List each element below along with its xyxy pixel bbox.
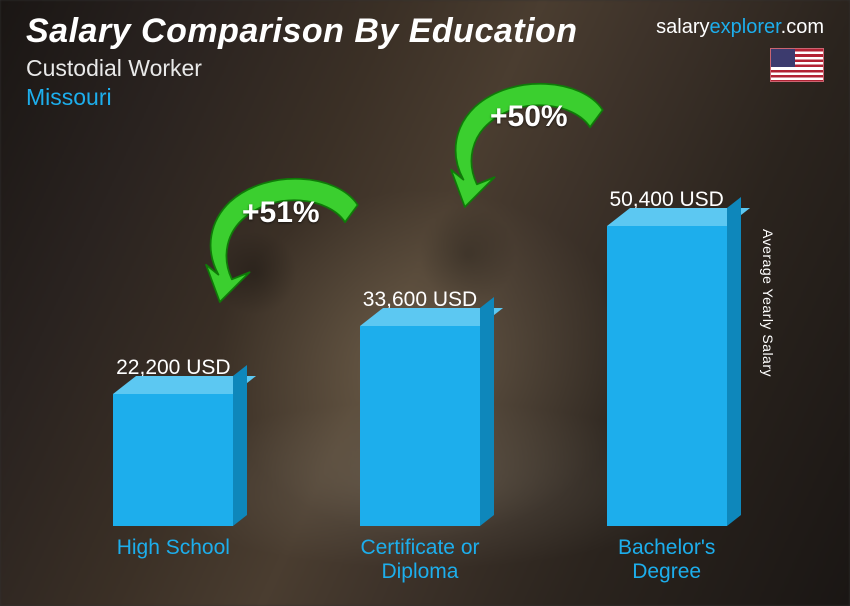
bar-3d	[607, 226, 727, 526]
bar-category-label: Certificate orDiploma	[360, 536, 479, 584]
region-label: Missouri	[26, 84, 824, 111]
brand-mid: explorer	[710, 16, 781, 38]
increase-percent: +50%	[490, 100, 568, 134]
increase-percent: +51%	[242, 196, 320, 230]
bar-category-label: High School	[117, 536, 230, 584]
bar-3d	[113, 394, 233, 526]
bar-slot: 22,200 USD High School	[73, 356, 273, 584]
job-subtitle: Custodial Worker	[26, 55, 824, 82]
brand-prefix: salary	[656, 16, 709, 38]
bar-category-label: Bachelor'sDegree	[618, 536, 715, 584]
brand-logo: salaryexplorer.com	[656, 16, 824, 39]
brand-suffix: .com	[781, 16, 824, 38]
bar-3d	[360, 326, 480, 526]
bar-slot: 33,600 USD Certificate orDiploma	[320, 288, 520, 584]
bar-chart: 22,200 USD High School 33,600 USD Certif…	[50, 124, 790, 584]
flag-icon	[770, 48, 824, 82]
bar-slot: 50,400 USD Bachelor'sDegree	[567, 188, 767, 584]
